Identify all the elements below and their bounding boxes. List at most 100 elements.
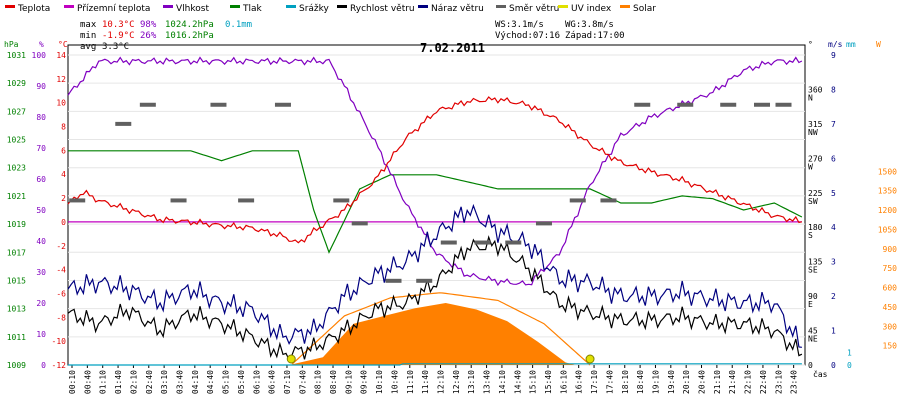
tick-hpa: 1023 — [7, 164, 26, 173]
tick-mm: 0 — [847, 361, 852, 370]
legend-swatch — [5, 5, 15, 8]
tick-ms: 4 — [831, 223, 836, 232]
legend-swatch — [64, 5, 74, 8]
uv-marker — [286, 354, 296, 364]
tick-wm2: 750 — [883, 264, 898, 273]
tick-ms: 1 — [831, 327, 836, 336]
wind-dir-mark — [69, 198, 86, 203]
wind-dir-mark — [274, 102, 291, 107]
tick-hpa: 1015 — [7, 276, 26, 285]
tick-hpa: 1017 — [7, 248, 26, 257]
tick-ms: 7 — [831, 120, 836, 129]
wind-dir-mark — [351, 221, 368, 226]
uv-marker — [585, 354, 595, 364]
legend-label: Rychlost větru — [350, 4, 415, 14]
tick-degc: 2 — [61, 194, 66, 203]
chart-title: 7.02.2011 — [420, 41, 485, 55]
tick-ms: 5 — [831, 189, 836, 198]
tick-degc: -12 — [52, 361, 67, 370]
x-tick-label: 20:10 — [682, 370, 691, 394]
x-tick-label: 09:10 — [344, 370, 353, 394]
tick-pct: 90 — [36, 82, 46, 91]
axis-label-degc: °C — [58, 40, 68, 49]
axis-label-ms: m/s — [828, 40, 843, 49]
tick-pct: 70 — [36, 144, 46, 153]
x-tick-label: 18:10 — [621, 370, 630, 394]
series — [67, 56, 803, 366]
stat-min-press: 1016.2hPa — [165, 31, 214, 41]
wind-dir-mark — [754, 102, 771, 107]
x-tick-label: 19:40 — [667, 370, 676, 394]
tick-degc: -2 — [56, 242, 66, 251]
tick-hpa: 1019 — [7, 220, 26, 229]
tick-degc: 10 — [56, 99, 66, 108]
tick-deg: 270 — [808, 154, 823, 163]
stat-wg: WG:3.8m/s — [565, 20, 614, 30]
wind-dir-mark — [634, 102, 651, 107]
x-tick-label: 17:40 — [605, 370, 614, 394]
x-tick-label: 02:10 — [129, 370, 138, 394]
x-tick-label: 08:40 — [329, 370, 338, 394]
legend-swatch — [163, 5, 173, 8]
tick-degc: -6 — [56, 289, 66, 298]
tick-pct: 0 — [41, 361, 46, 370]
wind-dir-mark — [505, 240, 522, 245]
tick-degc: 12 — [56, 75, 66, 84]
axis-label-pct: % — [39, 40, 44, 49]
x-tick-label: 04:10 — [191, 370, 200, 394]
legend-label: Vlhkost — [176, 4, 209, 14]
tick-deg: 0 — [808, 361, 813, 370]
legend-label: Přízemní teplota — [77, 4, 150, 14]
wind-dir-mark — [385, 278, 402, 283]
x-axis-label: čas — [813, 369, 828, 379]
tick-deg: 180 — [808, 223, 823, 232]
legend-label: Srážky — [299, 4, 330, 14]
wind-dir-mark — [440, 240, 457, 245]
tick-degc: -8 — [56, 313, 66, 322]
x-tick-label: 15:40 — [544, 370, 553, 394]
axis-label-hpa: hPa — [4, 40, 19, 49]
x-tick-label: 11:10 — [406, 370, 415, 394]
stat-avg-temp: 3.3°C — [102, 42, 129, 52]
legend-swatch — [558, 5, 568, 8]
x-tick-label: 17:10 — [590, 370, 599, 394]
x-tick-label: 00:40 — [83, 370, 92, 394]
tick-dir: SE — [808, 266, 818, 275]
tick-pct: 10 — [36, 330, 46, 339]
wind-dir-mark — [416, 278, 433, 283]
legend-swatch — [418, 5, 428, 8]
x-tick-label: 18:40 — [636, 370, 645, 394]
wind-dir-mark — [474, 240, 491, 245]
legend-swatch — [337, 5, 347, 8]
tick-dir: W — [808, 162, 813, 171]
tick-pct: 50 — [36, 206, 46, 215]
wind-dir-mark — [677, 102, 694, 107]
wind-dir-mark — [170, 198, 187, 203]
x-tick-label: 21:40 — [728, 370, 737, 394]
tick-pct: 100 — [32, 51, 47, 60]
x-tick-label: 12:10 — [437, 370, 446, 394]
legend-label: Směr větru — [509, 4, 559, 14]
tick-deg: 315 — [808, 120, 823, 129]
wind-dir-mark — [569, 198, 586, 203]
tick-deg: 90 — [808, 292, 818, 301]
stat-max-temp: 10.3°C — [102, 20, 135, 30]
wind-dir-mark — [775, 102, 792, 107]
tick-dir: NE — [808, 335, 818, 344]
x-tick-label: 16:10 — [559, 370, 568, 394]
wind-dir-mark — [333, 198, 350, 203]
tick-pct: 40 — [36, 237, 46, 246]
temperature-line — [67, 96, 803, 244]
x-tick-label: 08:10 — [314, 370, 323, 394]
tick-mm: 1 — [847, 349, 852, 358]
tick-hpa: 1009 — [7, 361, 26, 370]
x-tick-label: 10:40 — [390, 370, 399, 394]
x-tick-label: 05:10 — [222, 370, 231, 394]
tick-hpa: 1025 — [7, 136, 26, 145]
legend: Teplota Přízemní teplota Vlhkost Tlak Srážky… — [5, 4, 656, 14]
tick-deg: 45 — [808, 327, 818, 336]
tick-degc: 8 — [61, 123, 66, 132]
x-tick-label: 01:10 — [99, 370, 108, 394]
x-tick-label: 04:40 — [206, 370, 215, 394]
